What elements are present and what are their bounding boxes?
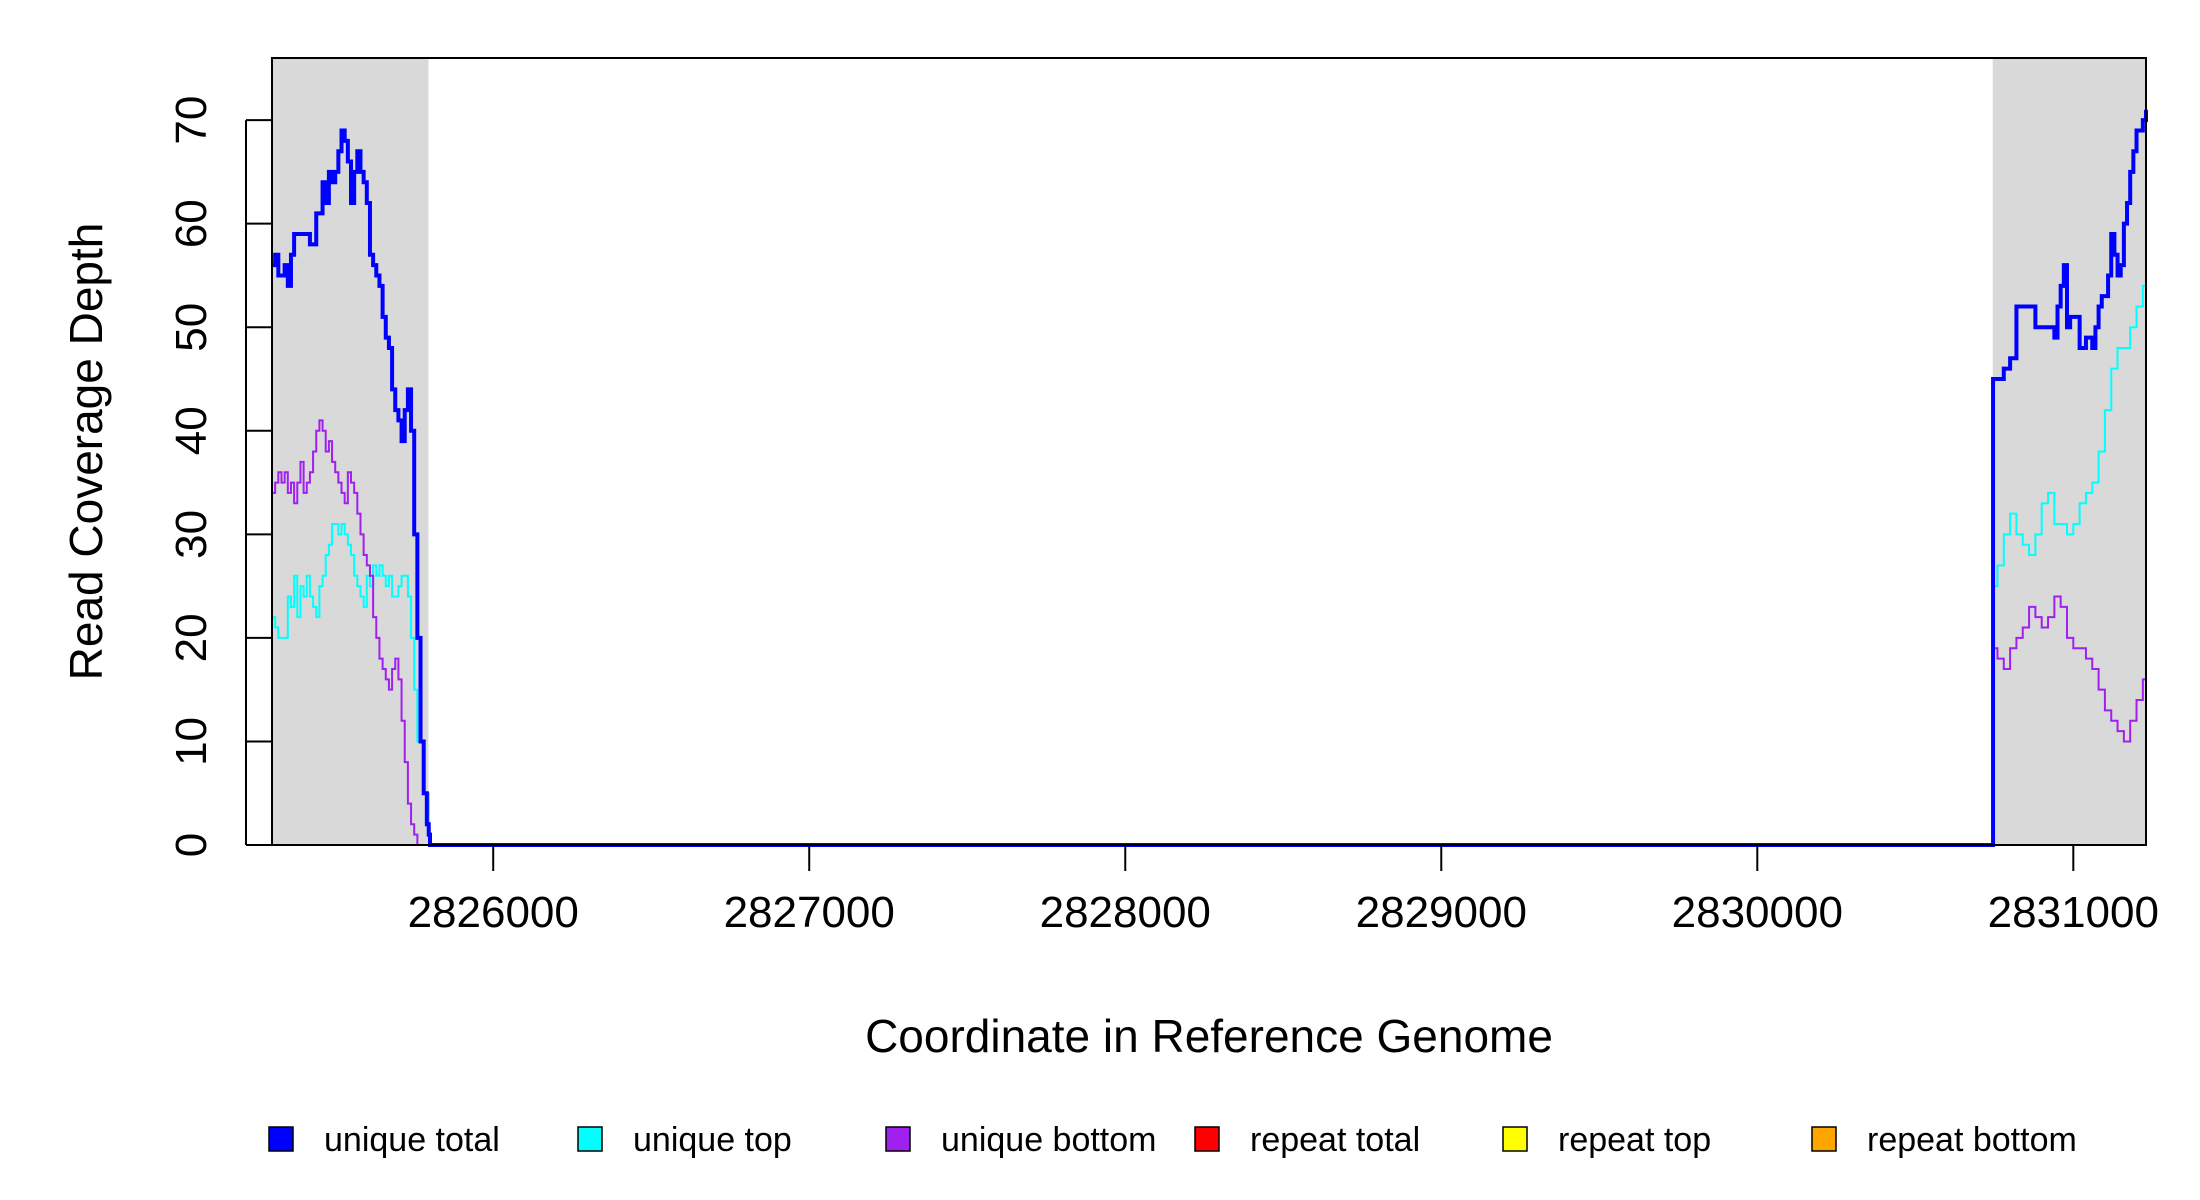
y-tick-label: 0 — [167, 833, 216, 857]
plot-frame — [271, 57, 2147, 846]
legend-item-repeat-total: repeat total — [1194, 1121, 1420, 1159]
legend-item-repeat-top: repeat top — [1502, 1121, 1711, 1159]
series-line-unique-total — [272, 109, 2148, 847]
x-tick-label: 2829000 — [1356, 888, 1527, 937]
x-axis-title: Coordinate in Reference Genome — [865, 1010, 1553, 1062]
x-tick-label: 2831000 — [1988, 888, 2159, 937]
legend-label: repeat total — [1250, 1121, 1420, 1159]
legend-swatch — [1502, 1126, 1528, 1152]
legend-label: repeat top — [1558, 1121, 1711, 1159]
legend-swatch — [1811, 1126, 1837, 1152]
y-tick-label: 40 — [167, 406, 216, 455]
x-tick-label: 2827000 — [724, 888, 895, 937]
y-axis-title: Read Coverage Depth — [60, 223, 112, 681]
legend: unique total unique top unique bottom repea… — [268, 1121, 2077, 1159]
legend-item-repeat-bottom: repeat bottom — [1811, 1121, 2077, 1159]
y-tick-label: 30 — [167, 510, 216, 559]
legend-item-unique-bottom: unique bottom — [885, 1121, 1157, 1159]
legend-swatch — [885, 1126, 911, 1152]
legend-label: unique bottom — [941, 1121, 1157, 1159]
y-tick-label: 60 — [167, 199, 216, 248]
legend-swatch — [268, 1126, 294, 1152]
x-tick-label: 2830000 — [1672, 888, 1843, 937]
y-tick-label: 10 — [167, 717, 216, 766]
series-line-unique-bottom — [272, 419, 2146, 846]
legend-swatch — [1194, 1126, 1220, 1152]
x-tick-label: 2826000 — [408, 888, 579, 937]
legend-swatch — [577, 1126, 603, 1152]
legend-item-unique-total: unique total — [268, 1121, 500, 1159]
x-tick-label: 2828000 — [1040, 888, 1211, 937]
series-line-unique-top — [272, 284, 2146, 846]
legend-label: repeat bottom — [1867, 1121, 2077, 1159]
y-axis: 0 10 20 30 40 50 60 70 — [167, 96, 272, 857]
legend-item-unique-top: unique top — [577, 1121, 792, 1159]
y-tick-label: 20 — [167, 613, 216, 662]
shaded-region-2 — [1992, 58, 2146, 845]
x-axis: 2826000 2827000 2828000 2829000 2830000 28310… — [408, 845, 2159, 937]
legend-label: unique total — [324, 1121, 500, 1159]
y-tick-label: 50 — [167, 303, 216, 352]
legend-label: unique top — [633, 1121, 792, 1159]
y-tick-label: 70 — [167, 96, 216, 145]
